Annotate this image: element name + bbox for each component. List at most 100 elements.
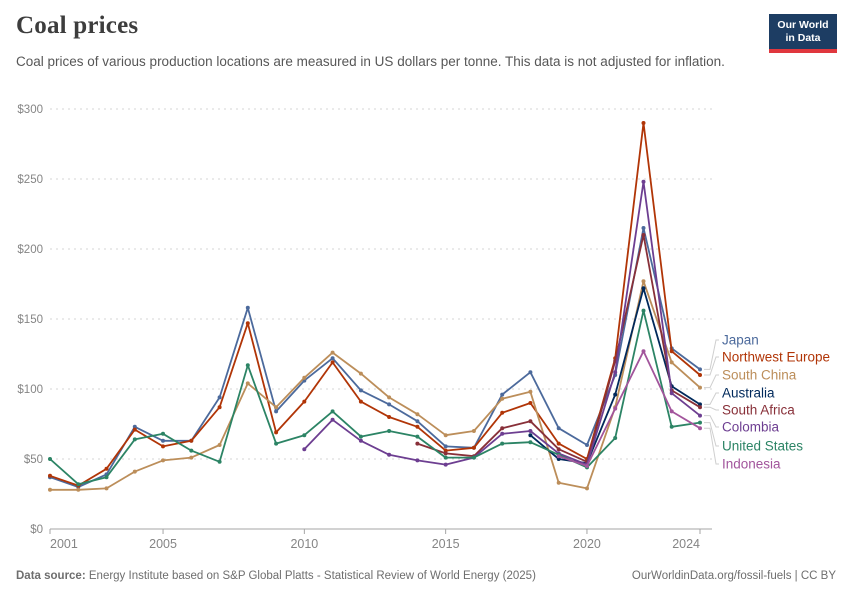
data-point-northwest-europe-2008[interactable]	[245, 321, 250, 326]
data-point-south-africa-2018[interactable]	[528, 419, 533, 424]
data-point-northwest-europe-2001[interactable]	[48, 473, 52, 478]
data-point-south-china-2004[interactable]	[132, 469, 137, 474]
data-point-united-states-2011[interactable]	[330, 409, 335, 414]
data-point-united-states-2005[interactable]	[161, 431, 165, 436]
data-point-united-states-2010[interactable]	[302, 433, 307, 438]
data-point-indonesia-2021[interactable]	[613, 406, 618, 411]
data-point-japan-2014[interactable]	[415, 419, 420, 424]
data-point-united-states-2008[interactable]	[245, 363, 250, 368]
data-point-united-states-2017[interactable]	[500, 441, 505, 446]
data-point-japan-2011[interactable]	[330, 356, 335, 361]
data-point-indonesia-2019[interactable]	[556, 454, 561, 459]
data-point-colombia-2018[interactable]	[528, 429, 533, 433]
data-point-united-states-2024[interactable]	[698, 420, 702, 425]
data-point-northwest-europe-2011[interactable]	[330, 360, 335, 365]
data-point-south-china-2019[interactable]	[556, 480, 561, 485]
owid-link[interactable]: OurWorldinData.org/fossil-fuels	[631, 570, 792, 582]
data-point-south-china-2023[interactable]	[669, 360, 674, 365]
data-point-northwest-europe-2009[interactable]	[274, 430, 279, 435]
data-point-japan-2005[interactable]	[161, 438, 165, 443]
data-point-south-china-2017[interactable]	[500, 396, 505, 401]
legend-label-south-china[interactable]: South China	[722, 368, 797, 383]
data-point-indonesia-2020[interactable]	[585, 464, 589, 468]
legend-label-northwest-europe[interactable]: Northwest Europe	[722, 350, 830, 365]
data-point-south-china-2011[interactable]	[330, 350, 335, 355]
data-point-northwest-europe-2014[interactable]	[415, 424, 420, 429]
data-point-northwest-europe-2016[interactable]	[471, 445, 476, 450]
data-point-south-africa-2022[interactable]	[641, 233, 646, 237]
data-point-australia-2022[interactable]	[641, 286, 646, 291]
data-point-united-states-2014[interactable]	[415, 434, 420, 439]
data-point-colombia-2014[interactable]	[415, 458, 420, 463]
data-point-colombia-2024[interactable]	[698, 413, 702, 418]
data-point-northwest-europe-2022[interactable]	[641, 121, 646, 125]
data-point-australia-2021[interactable]	[613, 392, 618, 397]
data-point-colombia-2023[interactable]	[669, 391, 674, 396]
data-point-northwest-europe-2006[interactable]	[189, 438, 194, 443]
data-point-japan-2008[interactable]	[245, 305, 250, 310]
data-point-northwest-europe-2019[interactable]	[556, 441, 561, 446]
data-point-japan-2004[interactable]	[132, 424, 137, 429]
data-point-united-states-2013[interactable]	[387, 429, 392, 433]
data-point-northwest-europe-2010[interactable]	[302, 399, 307, 404]
data-point-south-africa-2015[interactable]	[443, 451, 448, 456]
data-point-northwest-europe-2023[interactable]	[669, 349, 674, 354]
data-point-northwest-europe-2003[interactable]	[104, 466, 109, 471]
data-point-australia-2019[interactable]	[556, 457, 561, 461]
data-point-united-states-2021[interactable]	[613, 436, 618, 440]
data-point-japan-2013[interactable]	[387, 402, 392, 407]
data-point-south-china-2008[interactable]	[245, 381, 250, 386]
data-point-northwest-europe-2013[interactable]	[387, 415, 392, 419]
data-point-japan-2020[interactable]	[585, 443, 589, 447]
data-point-south-china-2016[interactable]	[471, 429, 476, 433]
series-line-northwest-europe[interactable]	[49, 122, 701, 487]
data-point-united-states-2012[interactable]	[358, 434, 363, 439]
data-point-united-states-2009[interactable]	[274, 441, 279, 446]
data-point-south-china-2015[interactable]	[443, 433, 448, 438]
data-point-south-china-2012[interactable]	[358, 371, 363, 376]
series-line-united-states[interactable]	[49, 309, 701, 486]
data-point-northwest-europe-2024[interactable]	[698, 373, 702, 377]
data-point-south-africa-2019[interactable]	[556, 447, 561, 452]
data-point-indonesia-2024[interactable]	[698, 426, 702, 431]
data-point-northwest-europe-2005[interactable]	[161, 444, 165, 449]
data-point-japan-2009[interactable]	[274, 409, 279, 414]
data-point-united-states-2006[interactable]	[189, 448, 194, 453]
data-point-united-states-2001[interactable]	[48, 457, 52, 461]
data-point-united-states-2018[interactable]	[528, 440, 533, 445]
data-point-united-states-2004[interactable]	[132, 437, 137, 442]
series-line-south-china[interactable]	[50, 280, 701, 491]
data-point-northwest-europe-2018[interactable]	[528, 401, 533, 405]
data-point-indonesia-2023[interactable]	[669, 409, 674, 414]
data-point-south-china-2003[interactable]	[104, 486, 109, 491]
data-point-northwest-europe-2012[interactable]	[358, 399, 363, 404]
data-point-united-states-2022[interactable]	[641, 308, 646, 313]
legend-label-united-states[interactable]: United States	[722, 439, 803, 454]
owid-logo[interactable]: Our World in Data	[769, 14, 837, 54]
data-point-united-states-2015[interactable]	[443, 455, 448, 460]
data-point-northwest-europe-2007[interactable]	[217, 405, 222, 410]
data-point-indonesia-2022[interactable]	[641, 349, 646, 354]
data-point-japan-2012[interactable]	[358, 388, 363, 393]
data-point-united-states-2003[interactable]	[104, 475, 109, 480]
data-point-south-africa-2017[interactable]	[500, 426, 505, 431]
data-point-united-states-2016[interactable]	[471, 455, 476, 460]
legend-label-indonesia[interactable]: Indonesia	[722, 457, 781, 472]
data-point-united-states-2007[interactable]	[217, 459, 222, 464]
data-point-japan-2018[interactable]	[528, 370, 533, 375]
legend-label-japan[interactable]: Japan	[722, 333, 759, 348]
data-point-south-china-2007[interactable]	[217, 443, 222, 447]
data-point-south-china-2006[interactable]	[189, 455, 194, 460]
data-point-colombia-2011[interactable]	[330, 417, 335, 422]
data-point-south-africa-2014[interactable]	[415, 441, 420, 446]
data-point-south-china-2001[interactable]	[48, 487, 52, 492]
data-point-japan-2022[interactable]	[641, 226, 646, 230]
data-point-south-china-2010[interactable]	[302, 375, 307, 380]
data-point-south-china-2020[interactable]	[585, 486, 589, 491]
data-point-colombia-2013[interactable]	[387, 452, 392, 457]
data-point-northwest-europe-2017[interactable]	[500, 410, 505, 415]
series-line-japan[interactable]	[49, 227, 701, 488]
data-point-south-china-2005[interactable]	[161, 458, 165, 463]
data-point-south-china-2022[interactable]	[641, 279, 646, 284]
data-point-south-china-2014[interactable]	[415, 412, 420, 417]
